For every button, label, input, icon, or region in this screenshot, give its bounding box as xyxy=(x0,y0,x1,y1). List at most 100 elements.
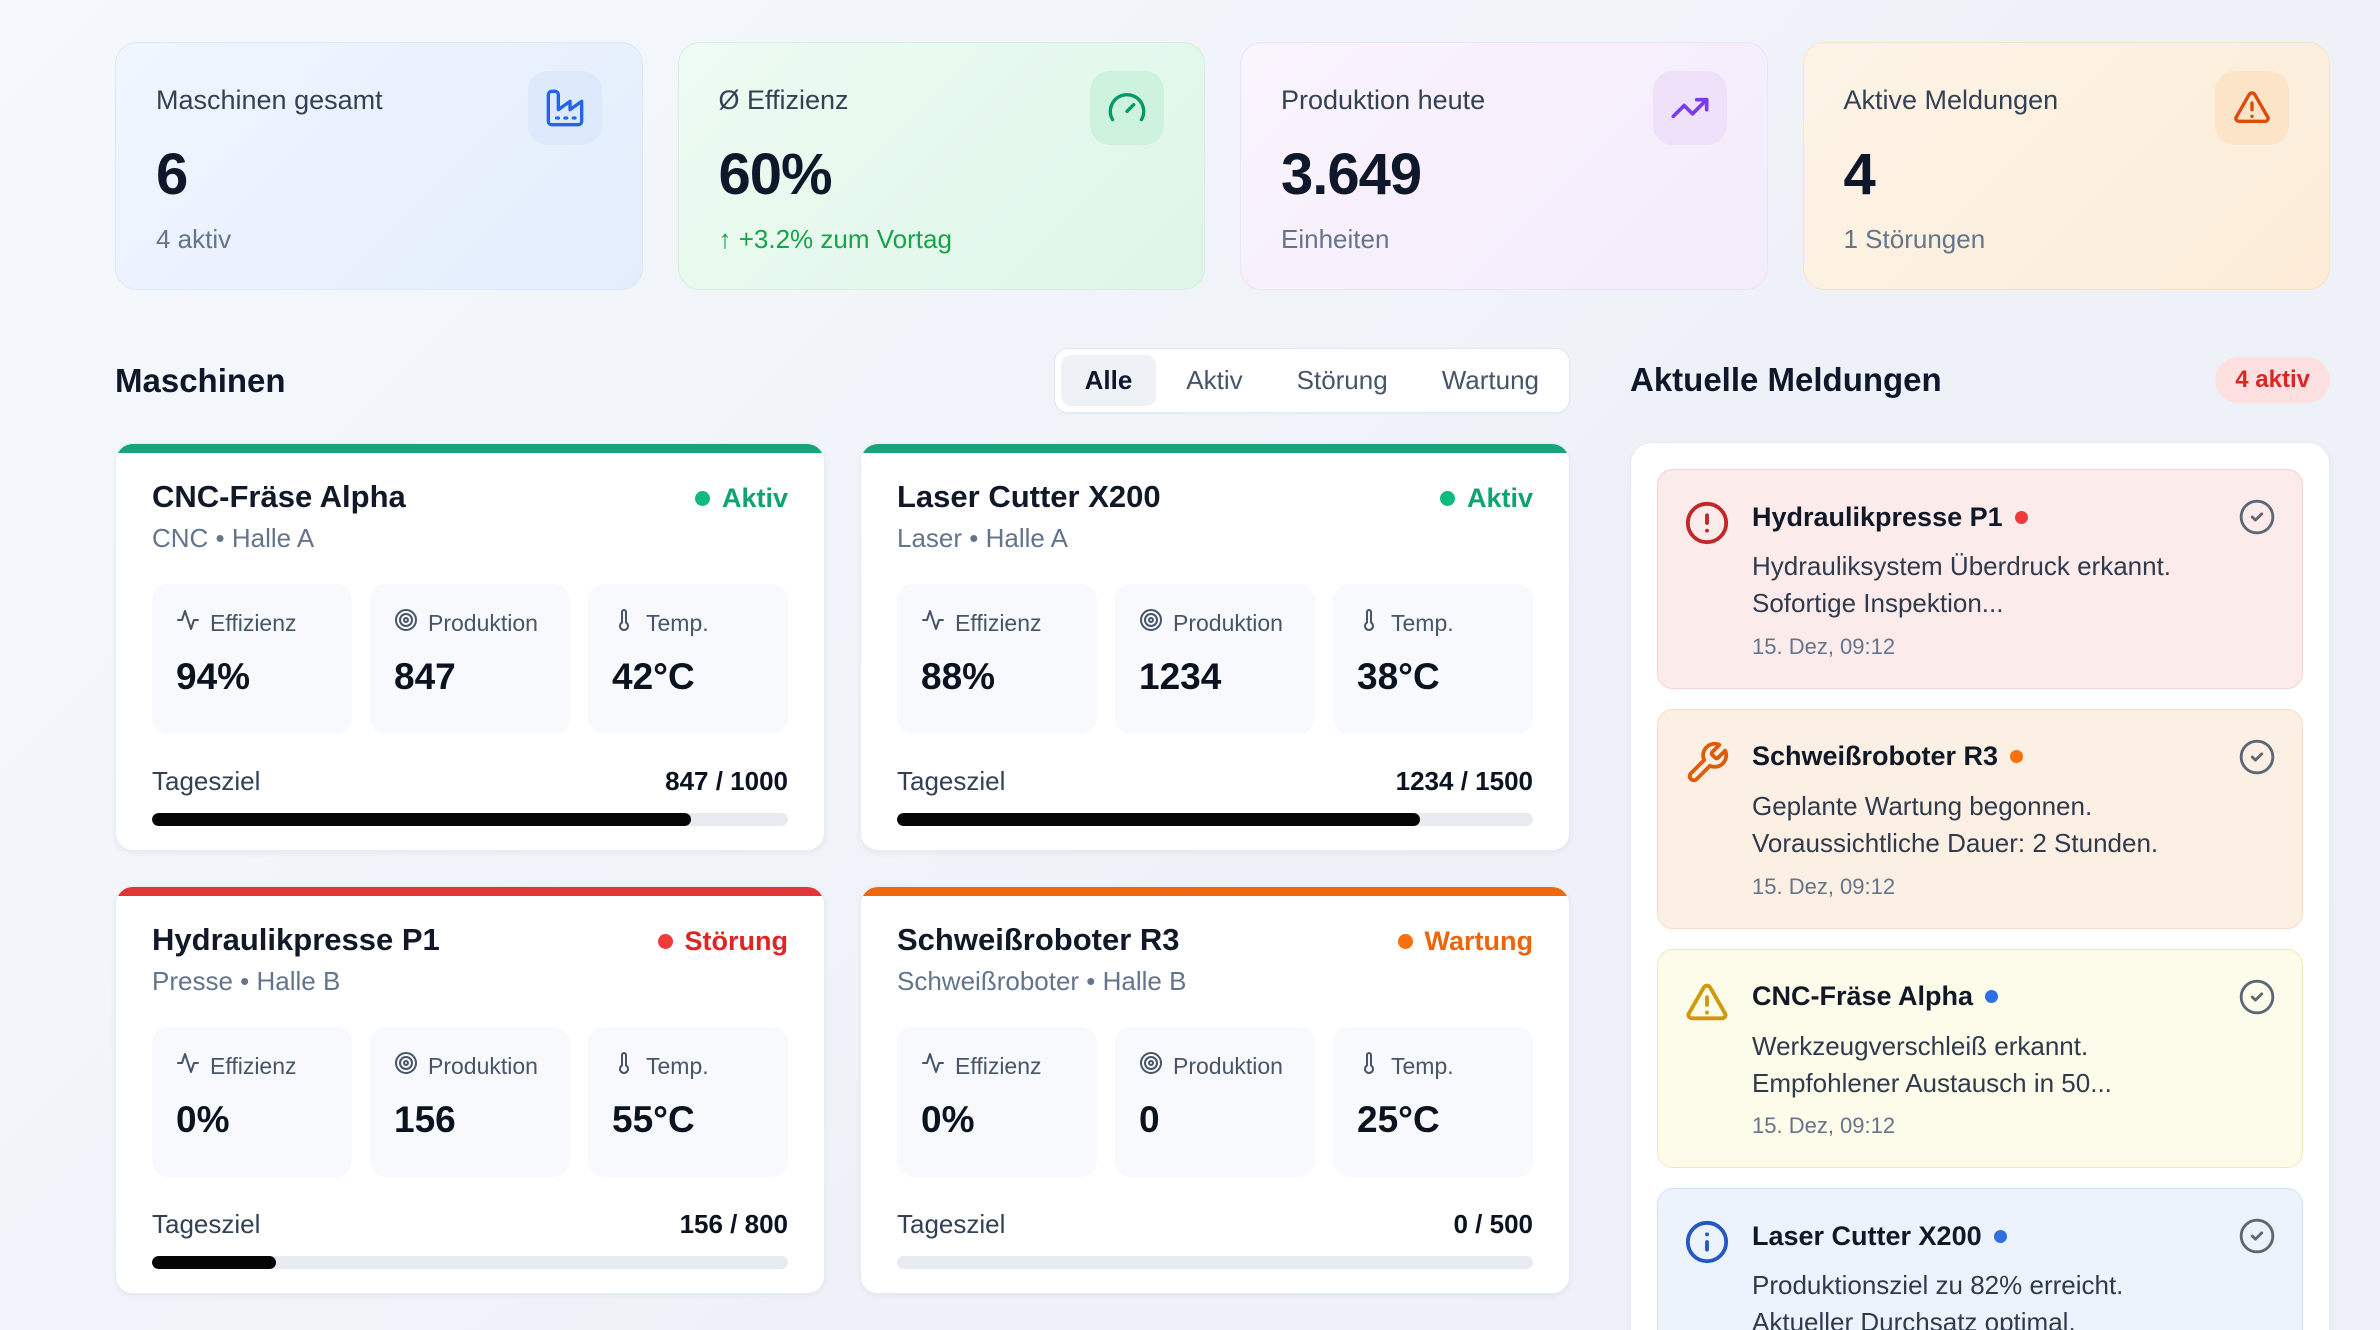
tab-wartung[interactable]: Wartung xyxy=(1418,355,1563,406)
target-label: Tagesziel xyxy=(897,1209,1006,1239)
progress-bar xyxy=(897,813,1533,826)
thermometer-icon xyxy=(1357,1051,1381,1081)
progress-bar xyxy=(152,813,788,826)
check-circle-icon xyxy=(2238,499,2276,539)
acknowledge-button[interactable] xyxy=(2238,498,2276,536)
progress-fill xyxy=(152,1256,277,1269)
status-topbar xyxy=(861,887,1569,896)
metric-value: 94% xyxy=(176,656,251,697)
machine-filter-tabs: Alle Aktiv Störung Wartung xyxy=(1053,348,1570,413)
stat-sub: 1 Störungen xyxy=(1843,224,1986,254)
stat-value: 4 xyxy=(1843,142,1876,207)
metric-value: 847 xyxy=(394,656,456,697)
status-topbar xyxy=(116,444,824,453)
trending-up-icon xyxy=(1652,71,1727,145)
activity-icon xyxy=(176,608,200,638)
progress-bar xyxy=(897,1256,1533,1269)
target-label: Tagesziel xyxy=(897,766,1006,796)
machine-name: Schweißroboter R3 xyxy=(897,922,1180,957)
metric-value: 88% xyxy=(921,656,996,697)
unread-dot xyxy=(2010,750,2024,764)
machine-card-schweissroboter-r3: Schweißroboter R3 Schweißroboter • Halle… xyxy=(860,886,1570,1294)
alert-machine-name: Hydraulikpresse P1 xyxy=(1752,501,2003,532)
metric-temperature: Temp. 55°C xyxy=(588,1027,788,1177)
status-topbar xyxy=(861,444,1569,453)
activity-icon xyxy=(921,608,945,638)
stat-card-production-today: Produktion heute 3.649 Einheiten xyxy=(1240,42,1768,290)
status-dot xyxy=(694,491,710,506)
metric-value: 25°C xyxy=(1357,1099,1440,1140)
metric-value: 156 xyxy=(394,1099,456,1140)
stat-label: Ø Effizienz xyxy=(718,85,849,115)
alerts-title: Aktuelle Meldungen xyxy=(1630,361,1942,398)
machine-name: Laser Cutter X200 xyxy=(897,479,1161,514)
alerts-count-badge: 4 aktiv xyxy=(2215,357,2330,403)
metric-efficiency: Effizienz 0% xyxy=(897,1027,1097,1177)
machine-subtitle: Schweißroboter • Halle B xyxy=(897,966,1187,996)
alert-message: Produktionsziel zu 82% erreicht. Aktuell… xyxy=(1752,1270,2124,1330)
tab-stoerung[interactable]: Störung xyxy=(1273,355,1412,406)
acknowledge-button[interactable] xyxy=(2238,978,2276,1016)
metric-value: 42°C xyxy=(612,656,695,697)
status-dot xyxy=(657,934,673,949)
alerts-panel: Hydraulikpresse P1 Hydrauliksystem Überd… xyxy=(1630,442,2330,1330)
stat-label: Maschinen gesamt xyxy=(156,85,383,115)
alert-card-cnc-fraese: CNC-Fräse Alpha Werkzeugverschleiß erkan… xyxy=(1657,948,2303,1169)
metric-production: Produktion 156 xyxy=(370,1027,570,1177)
alert-timestamp: 15. Dez, 09:12 xyxy=(1752,633,1896,659)
status-badge: Wartung xyxy=(1397,926,1533,957)
alert-triangle-icon xyxy=(1684,980,1730,1026)
machine-card-cnc-fraese-alpha: CNC-Fräse Alpha CNC • Halle A Aktiv Effi… xyxy=(115,443,825,851)
metric-production: Produktion 0 xyxy=(1115,1027,1315,1177)
tab-aktiv[interactable]: Aktiv xyxy=(1162,355,1266,406)
alert-message: Werkzeugverschleiß erkannt. Empfohlener … xyxy=(1752,1030,2112,1098)
acknowledge-button[interactable] xyxy=(2238,1217,2276,1255)
factory-icon xyxy=(527,71,602,145)
check-circle-icon xyxy=(2238,979,2276,1019)
stat-value: 6 xyxy=(156,142,188,207)
unread-dot xyxy=(1993,1229,2007,1243)
metric-value: 1234 xyxy=(1139,656,1222,697)
metric-value: 0% xyxy=(921,1099,975,1140)
progress-fill xyxy=(152,813,691,826)
machine-grid: CNC-Fräse Alpha CNC • Halle A Aktiv Effi… xyxy=(115,443,1570,1294)
target-label: Tagesziel xyxy=(152,1209,261,1239)
metric-value: 0 xyxy=(1139,1099,1160,1140)
alert-machine-name: CNC-Fräse Alpha xyxy=(1752,981,1974,1012)
target-icon xyxy=(394,1051,418,1081)
acknowledge-button[interactable] xyxy=(2238,738,2276,776)
stat-label: Produktion heute xyxy=(1281,85,1486,115)
target-value: 0 / 500 xyxy=(1453,1209,1533,1239)
stat-label: Aktive Meldungen xyxy=(1843,85,2059,115)
alert-message: Hydrauliksystem Überdruck erkannt. Sofor… xyxy=(1752,551,2172,618)
thermometer-icon xyxy=(612,1051,636,1081)
metric-production: Produktion 1234 xyxy=(1115,584,1315,734)
machine-subtitle: Laser • Halle A xyxy=(897,523,1068,553)
metric-efficiency: Effizienz 94% xyxy=(152,584,352,734)
metric-value: 0% xyxy=(176,1099,230,1140)
machines-section: Maschinen Alle Aktiv Störung Wartung CNC… xyxy=(115,348,1570,1330)
tab-alle[interactable]: Alle xyxy=(1060,355,1157,406)
machine-subtitle: CNC • Halle A xyxy=(152,523,315,553)
machines-title: Maschinen xyxy=(115,361,286,399)
stat-sub: 4 aktiv xyxy=(156,224,232,254)
machine-name: CNC-Fräse Alpha xyxy=(152,479,406,514)
gauge-icon xyxy=(1090,71,1164,145)
alert-card-laser-cutter: Laser Cutter X200 Produktionsziel zu 82%… xyxy=(1657,1188,2303,1330)
target-icon xyxy=(1139,1051,1163,1081)
metric-temperature: Temp. 25°C xyxy=(1333,1027,1533,1177)
metric-production: Produktion 847 xyxy=(370,584,570,734)
stat-card-active-alerts: Aktive Meldungen 4 1 Störungen xyxy=(1802,42,2330,290)
alert-machine-name: Schweißroboter R3 xyxy=(1752,741,1999,772)
target-icon xyxy=(394,608,418,638)
unread-dot xyxy=(2014,510,2028,524)
machine-name: Hydraulikpresse P1 xyxy=(152,922,440,957)
progress-bar xyxy=(152,1256,788,1269)
metric-efficiency: Effizienz 0% xyxy=(152,1027,352,1177)
stat-card-efficiency: Ø Effizienz 60% ↑ +3.2% zum Vortag xyxy=(677,42,1205,290)
alerts-section: Aktuelle Meldungen 4 aktiv Hydraulikpres… xyxy=(1630,348,2330,1330)
info-icon xyxy=(1684,1219,1730,1265)
thermometer-icon xyxy=(1357,608,1381,638)
stat-trend: ↑ +3.2% zum Vortag xyxy=(718,224,952,254)
